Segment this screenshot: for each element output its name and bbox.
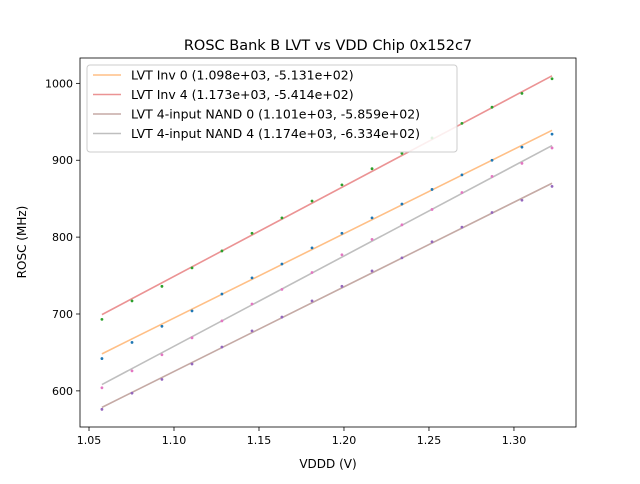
data-point-s3-3 bbox=[190, 336, 194, 340]
x-tick-label: 1.30 bbox=[502, 434, 527, 447]
data-point-s3-0 bbox=[100, 386, 104, 390]
data-point-s2-15 bbox=[550, 184, 554, 188]
data-point-s2-1 bbox=[130, 391, 134, 395]
x-tick-label: 1.15 bbox=[247, 434, 272, 447]
data-point-s2-0 bbox=[100, 407, 104, 411]
data-point-s0-12 bbox=[460, 173, 464, 177]
data-point-s2-12 bbox=[460, 225, 464, 229]
data-point-s2-5 bbox=[250, 329, 254, 333]
data-point-s0-2 bbox=[160, 324, 164, 328]
data-point-s3-2 bbox=[160, 353, 164, 357]
data-point-s3-6 bbox=[280, 287, 284, 291]
data-point-s1-3 bbox=[190, 266, 194, 270]
data-point-s0-5 bbox=[250, 276, 254, 280]
data-point-s1-5 bbox=[250, 231, 254, 235]
data-point-s1-1 bbox=[130, 299, 134, 303]
data-point-s1-0 bbox=[100, 317, 104, 321]
data-point-s1-4 bbox=[220, 249, 224, 253]
y-tick-label: 600 bbox=[52, 385, 73, 398]
data-point-s3-8 bbox=[340, 253, 344, 257]
y-axis-label: ROSC (MHz) bbox=[15, 206, 29, 279]
data-point-s2-6 bbox=[280, 315, 284, 319]
y-axis: 600 700 800 900 1000 bbox=[45, 77, 80, 398]
fit-line-2 bbox=[101, 182, 553, 409]
data-point-s0-4 bbox=[220, 292, 224, 296]
x-tick-label: 1.05 bbox=[77, 434, 102, 447]
data-point-s0-3 bbox=[190, 309, 194, 313]
data-point-s0-0 bbox=[100, 357, 104, 360]
y-tick-label: 1000 bbox=[45, 77, 73, 90]
data-point-s1-15 bbox=[550, 77, 554, 81]
data-point-s0-9 bbox=[370, 216, 374, 220]
y-tick-label: 800 bbox=[52, 231, 73, 244]
x-tick-label: 1.25 bbox=[417, 434, 442, 447]
data-point-s1-2 bbox=[160, 284, 164, 288]
x-tick-label: 1.20 bbox=[332, 434, 357, 447]
data-point-s0-10 bbox=[400, 202, 404, 206]
legend-entry-3: LVT 4-input NAND 4 (1.174e+03, -6.334e+0… bbox=[131, 126, 420, 141]
data-point-s3-11 bbox=[430, 208, 434, 211]
data-point-s1-12 bbox=[460, 121, 464, 125]
data-point-s2-11 bbox=[430, 240, 434, 244]
fit-line-1 bbox=[101, 75, 553, 316]
data-point-s0-14 bbox=[520, 145, 524, 149]
data-point-s2-14 bbox=[520, 198, 524, 202]
data-point-s2-9 bbox=[370, 269, 374, 273]
x-axis-label: VDDD (V) bbox=[299, 457, 356, 471]
data-point-s0-7 bbox=[310, 246, 314, 250]
data-point-s2-3 bbox=[190, 362, 194, 366]
data-point-s2-4 bbox=[220, 345, 224, 349]
data-point-s0-13 bbox=[490, 158, 494, 162]
legend-entry-0: LVT Inv 0 (1.098e+03, -5.131e+02) bbox=[131, 68, 354, 83]
legend: LVT Inv 0 (1.098e+03, -5.131e+02) LVT Inv… bbox=[86, 64, 458, 153]
data-point-s3-7 bbox=[310, 271, 314, 274]
data-point-s0-8 bbox=[340, 231, 344, 235]
data-point-s1-9 bbox=[370, 167, 374, 171]
x-tick-label: 1.10 bbox=[162, 434, 187, 447]
fit-line-0 bbox=[101, 129, 553, 355]
x-axis: 1.05 1.10 1.15 1.20 1.25 1.30 bbox=[77, 427, 526, 447]
data-point-s1-13 bbox=[490, 105, 494, 109]
data-point-s3-4 bbox=[220, 319, 224, 323]
y-tick-label: 700 bbox=[52, 308, 73, 321]
data-point-s2-2 bbox=[160, 377, 164, 381]
data-point-s3-9 bbox=[370, 238, 374, 241]
data-point-s2-10 bbox=[400, 256, 404, 260]
data-point-s1-6 bbox=[280, 216, 284, 220]
legend-entry-1: LVT Inv 4 (1.173e+03, -5.414e+02) bbox=[131, 87, 354, 102]
chart-title: ROSC Bank B LVT vs VDD Chip 0x152c7 bbox=[184, 38, 472, 54]
data-point-s2-8 bbox=[340, 284, 344, 288]
data-point-s3-1 bbox=[130, 369, 134, 373]
data-point-s1-7 bbox=[310, 199, 314, 203]
data-point-s3-14 bbox=[520, 161, 524, 165]
data-point-s3-10 bbox=[400, 223, 404, 227]
data-point-s3-12 bbox=[460, 191, 464, 194]
data-point-s0-15 bbox=[550, 132, 554, 136]
data-point-s3-15 bbox=[550, 146, 554, 150]
legend-box bbox=[86, 64, 458, 153]
data-point-s1-8 bbox=[340, 183, 344, 187]
data-point-s3-5 bbox=[250, 302, 254, 306]
data-point-s1-10 bbox=[400, 151, 404, 155]
data-point-s2-13 bbox=[490, 211, 494, 214]
fit-line-3 bbox=[101, 144, 553, 386]
plot-area bbox=[100, 75, 554, 411]
legend-entry-2: LVT 4-input NAND 0 (1.101e+03, -5.859e+0… bbox=[131, 107, 420, 122]
data-point-s0-11 bbox=[430, 188, 434, 191]
y-tick-label: 900 bbox=[52, 154, 73, 167]
data-point-s3-13 bbox=[490, 174, 494, 178]
data-point-s0-1 bbox=[130, 341, 134, 344]
axes-frame bbox=[79, 57, 577, 428]
data-point-s1-14 bbox=[520, 91, 524, 95]
data-point-s0-6 bbox=[280, 262, 284, 266]
data-point-s2-7 bbox=[310, 299, 314, 303]
